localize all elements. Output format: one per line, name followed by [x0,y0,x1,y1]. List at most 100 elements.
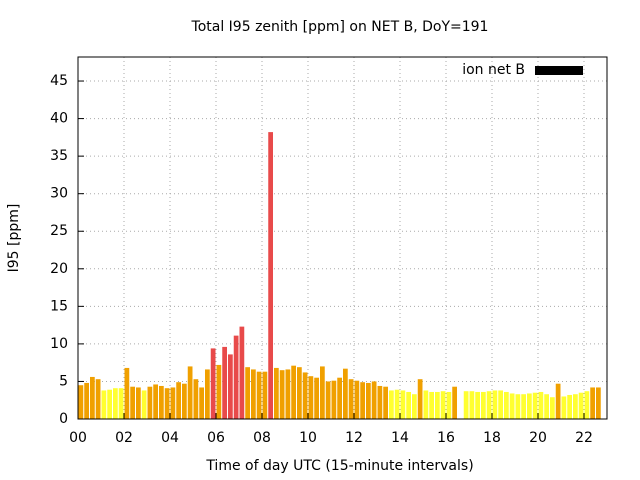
bar [325,381,331,419]
y-tick-label: 35 [50,148,68,164]
bar [279,370,285,419]
bar [412,394,417,419]
x-tick-label: 16 [437,430,455,446]
chart-title: Total I95 zenith [ppm] on NET B, DoY=191 [191,19,489,35]
bar [78,385,84,419]
bar [182,383,187,419]
bar [596,387,601,419]
bar [423,390,429,419]
bar [291,365,296,419]
bar [187,366,193,419]
bar [446,391,452,419]
bar [590,387,595,419]
bar [463,391,469,419]
bar [256,371,262,419]
bar [308,376,314,419]
x-tick-label: 12 [345,430,363,446]
bar [320,366,325,419]
x-tick-label: 20 [529,430,547,446]
x-tick-label: 00 [69,430,87,446]
y-axis-label: I95 [ppm] [6,204,22,273]
bar [429,391,434,419]
bar [331,380,337,419]
bar [113,388,118,419]
bar [417,379,423,419]
bar [555,383,561,419]
bar [383,386,388,419]
bar [147,386,153,419]
bar [101,390,107,419]
bar [84,382,89,419]
x-tick-label: 04 [161,430,179,446]
y-tick-label: 20 [50,261,68,277]
bar [297,367,302,419]
bar [550,397,555,419]
legend-label: ion net B [462,62,525,78]
y-tick-label: 15 [50,298,68,314]
bar [314,377,319,419]
bar [538,391,544,419]
bar [239,326,245,419]
bar [222,346,227,419]
bar [124,367,130,419]
bar [532,392,538,419]
bar [228,354,233,419]
bar [210,348,216,419]
bar [233,335,239,419]
bar [400,390,406,419]
bar [567,394,572,419]
bar [498,390,503,419]
bar [469,391,475,419]
bar [389,390,394,419]
bar [435,391,440,419]
bar [394,389,400,419]
bar [360,382,365,419]
bar [153,384,158,419]
x-tick-label: 06 [207,430,225,446]
legend-swatch [535,66,583,75]
bar [343,368,348,419]
bar [245,367,250,419]
bar [515,394,521,419]
x-tick-label: 22 [575,430,593,446]
x-tick-label: 18 [483,430,501,446]
y-tick-label: 30 [50,186,68,202]
bar [118,388,124,419]
bar [107,389,112,419]
x-axis-label: Time of day UTC (15-minute intervals) [205,458,473,474]
bar [486,391,492,419]
bar [584,391,590,419]
bar [176,382,181,419]
bar [90,376,95,419]
bar [521,394,526,419]
bar [141,390,147,419]
bar [377,385,383,419]
bar [578,392,584,419]
bar [159,385,164,419]
bar [561,396,567,419]
x-tick-label: 10 [299,430,317,446]
bar [274,367,279,419]
y-tick-label: 10 [50,336,68,352]
bar [544,394,549,419]
y-tick-label: 45 [50,73,68,89]
bar [268,132,273,419]
x-tick-label: 02 [115,430,133,446]
bar [504,391,509,419]
bar [193,379,199,419]
bar [251,369,256,419]
bar [199,387,204,419]
y-tick-label: 5 [59,373,68,389]
bar [371,381,377,419]
bar [509,393,515,419]
x-tick-label: 08 [253,430,271,446]
bar [354,380,360,419]
bar [285,369,291,419]
plot-frame [77,56,608,420]
bar [348,379,354,419]
bar [406,391,411,419]
bar [452,386,457,419]
bar [527,393,532,419]
bar [136,387,141,419]
